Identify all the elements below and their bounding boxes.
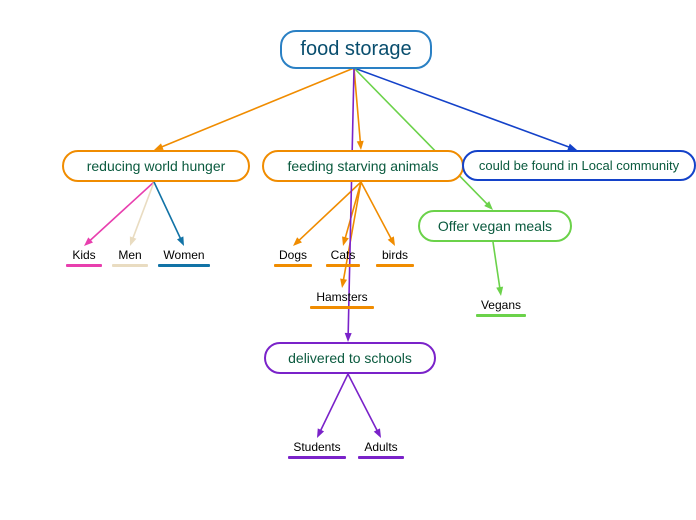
branch-node-4: delivered to schools xyxy=(264,342,436,374)
leaf-1-0: Dogs xyxy=(274,248,312,267)
leaf-0-2-label: Women xyxy=(158,248,210,262)
leaf-1-0-label: Dogs xyxy=(274,248,312,262)
leaf-1-0-underline xyxy=(274,264,312,267)
leaf-1-1-underline xyxy=(326,264,360,267)
leaf-0-1: Men xyxy=(112,248,148,267)
branch-node-0: reducing world hunger xyxy=(62,150,250,182)
branch-node-2: could be found in Local community xyxy=(462,150,696,181)
leaf-1-2: birds xyxy=(376,248,414,267)
leaf-0-0-label: Kids xyxy=(66,248,102,262)
branch-node-3: Offer vegan meals xyxy=(418,210,572,242)
leaf-1-2-underline xyxy=(376,264,414,267)
leaf-0-1-label: Men xyxy=(112,248,148,262)
leaf-1-3-label: Hamsters xyxy=(310,290,374,304)
leaf-1-2-label: birds xyxy=(376,248,414,262)
leaf-1-3: Hamsters xyxy=(310,290,374,309)
root-node: food storage xyxy=(280,30,432,69)
leaf-3-0-label: Vegans xyxy=(476,298,526,312)
leaf-4-1-underline xyxy=(358,456,404,459)
leaf-0-0-underline xyxy=(66,264,102,267)
leaf-1-1-label: Cats xyxy=(326,248,360,262)
leaf-4-0: Students xyxy=(288,440,346,459)
leaf-3-0: Vegans xyxy=(476,298,526,317)
leaf-0-0: Kids xyxy=(66,248,102,267)
leaf-4-0-underline xyxy=(288,456,346,459)
leaf-0-2: Women xyxy=(158,248,210,267)
leaf-4-1: Adults xyxy=(358,440,404,459)
leaf-0-1-underline xyxy=(112,264,148,267)
leaf-4-0-label: Students xyxy=(288,440,346,454)
leaf-1-3-underline xyxy=(310,306,374,309)
leaf-3-0-underline xyxy=(476,314,526,317)
leaf-4-1-label: Adults xyxy=(358,440,404,454)
leaf-1-1: Cats xyxy=(326,248,360,267)
leaf-0-2-underline xyxy=(158,264,210,267)
branch-node-1: feeding starving animals xyxy=(262,150,464,182)
